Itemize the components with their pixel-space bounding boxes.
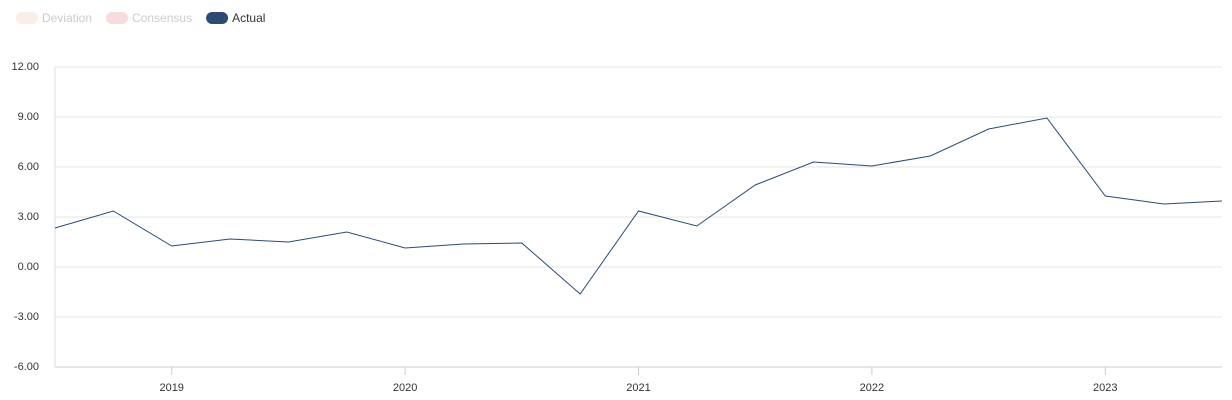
x-tick-label: 2019	[159, 382, 183, 394]
x-tick-label: 2023	[1093, 382, 1117, 394]
x-tick-label: 2021	[626, 382, 650, 394]
y-tick-label: 0.00	[18, 261, 39, 273]
y-tick-label: -3.00	[14, 311, 39, 323]
y-tick-label: 6.00	[18, 161, 39, 173]
y-tick-label: 9.00	[18, 111, 39, 123]
series-line	[54, 117, 1223, 295]
x-tick-label: 2020	[393, 382, 417, 394]
legend-swatch[interactable]	[106, 12, 129, 24]
y-tick-label: 3.00	[18, 211, 39, 223]
legend-swatch[interactable]	[206, 12, 229, 24]
legend-label[interactable]: Actual	[232, 11, 265, 25]
legend-swatch[interactable]	[16, 12, 38, 24]
y-tick-label: 12.00	[11, 61, 39, 73]
x-tick-label: 2022	[860, 382, 884, 394]
legend-label[interactable]: Deviation	[42, 11, 92, 25]
legend-label[interactable]: Consensus	[132, 11, 192, 25]
y-tick-label: -6.00	[14, 361, 39, 373]
